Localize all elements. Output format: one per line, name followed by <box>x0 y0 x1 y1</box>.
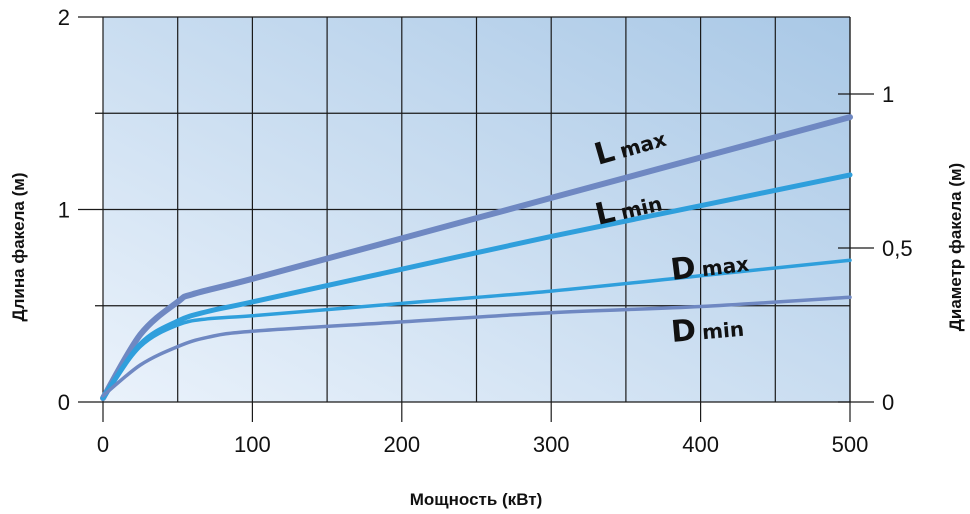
x-tick-label: 100 <box>234 432 271 457</box>
y-left-tick-label: 1 <box>58 198 70 223</box>
series-label-prefix: D <box>670 313 698 350</box>
x-tick-label: 500 <box>832 432 869 457</box>
x-tick-label: 0 <box>97 432 109 457</box>
y-right-tick-label: 1 <box>882 82 894 107</box>
y-axis-title-right: Диаметр факела (м) <box>946 163 965 331</box>
series-line-l-min <box>100 172 853 401</box>
y-left-tick-label: 0 <box>58 390 70 415</box>
series-label-suffix: min <box>701 317 745 345</box>
y-axis-title-left: Длина факела (м) <box>9 173 28 322</box>
y-left-tick-label: 2 <box>58 5 70 30</box>
series-line-d-max <box>101 258 852 398</box>
series-line-l-max <box>100 114 853 402</box>
tick-labels: 0 100 200 300 400 500 0 1 2 0 0,5 1 <box>58 5 913 457</box>
x-tick-label: 400 <box>682 432 719 457</box>
series-label-prefix: D <box>669 250 698 288</box>
x-tick-label: 200 <box>383 432 420 457</box>
series-lines <box>100 114 853 402</box>
x-axis-title: Мощность (кВт) <box>410 490 542 509</box>
series-label-suffix: max <box>700 252 750 282</box>
y-right-tick-label: 0,5 <box>882 236 913 261</box>
y-right-tick-label: 0 <box>882 390 894 415</box>
series-line-d-min <box>101 295 852 398</box>
grid <box>78 16 874 422</box>
x-tick-label: 300 <box>533 432 570 457</box>
